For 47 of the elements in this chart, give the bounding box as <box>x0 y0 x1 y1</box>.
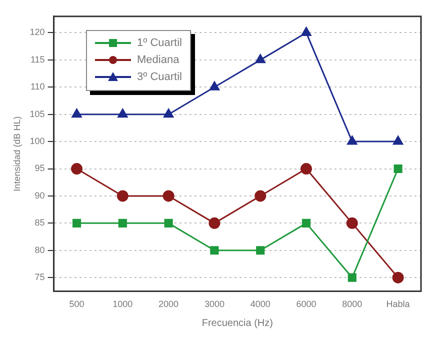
x-tick-label: 1000 <box>112 299 133 310</box>
x-tick-label: 3000 <box>204 299 224 310</box>
point <box>118 218 127 228</box>
legend-label: 3º Cuartil <box>137 71 182 83</box>
y-axis-title: Intensidad (dB HL) <box>12 116 22 192</box>
point <box>255 54 266 64</box>
point <box>209 81 220 90</box>
point <box>346 217 358 229</box>
legend-label: Mediana <box>137 54 180 66</box>
point <box>72 108 82 118</box>
point <box>162 190 174 202</box>
point <box>256 246 265 255</box>
y-tick-label: 85 <box>34 218 45 228</box>
x-tick-label: 8000 <box>342 299 362 310</box>
point <box>394 164 402 174</box>
point <box>254 190 266 202</box>
x-tick-label: Habla <box>386 299 410 310</box>
point <box>71 163 83 175</box>
x-tick-label: 4000 <box>250 299 270 310</box>
y-tick-label: 95 <box>34 163 45 174</box>
point <box>347 136 358 145</box>
y-tick-label: 115 <box>30 54 45 64</box>
point <box>163 108 174 118</box>
point <box>301 26 312 36</box>
y-tick-label: 105 <box>30 108 45 119</box>
point <box>116 190 128 202</box>
x-tick-label: 500 <box>69 299 84 310</box>
x-tick-label: 2000 <box>158 299 179 310</box>
y-tick-label: 110 <box>30 82 45 92</box>
point <box>300 163 312 175</box>
point <box>72 218 82 228</box>
y-tick-label: 120 <box>30 27 45 38</box>
x-axis-title: Frecuencia (Hz) <box>202 318 273 329</box>
y-tick-label: 90 <box>34 190 45 200</box>
legend-label: 1º Cuartil <box>137 37 182 49</box>
point <box>392 136 404 145</box>
point <box>210 246 219 255</box>
point <box>348 273 356 282</box>
y-tick-label: 80 <box>34 244 45 255</box>
y-tick-label: 100 <box>30 136 45 146</box>
point <box>118 108 128 118</box>
point <box>208 217 220 229</box>
point <box>392 272 404 284</box>
point <box>164 218 173 228</box>
y-tick-label: 75 <box>34 272 45 282</box>
x-tick-label: 6000 <box>296 299 316 310</box>
point <box>302 218 311 228</box>
